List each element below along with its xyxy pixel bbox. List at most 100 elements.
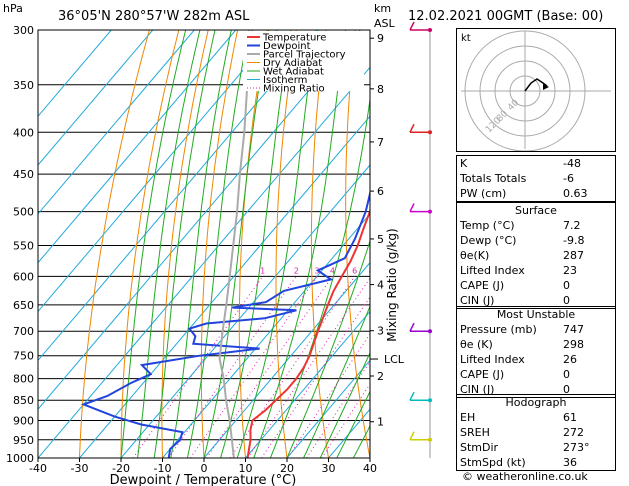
most-unstable-value: 0 [563, 368, 570, 381]
index-value: -48 [563, 157, 581, 170]
hodograph-row: StmDir 273° [457, 440, 615, 455]
surface-row: CAPE (J) 0 [457, 278, 615, 293]
lcl-label: LCL [384, 353, 405, 366]
hodograph-row: EH 61 [457, 410, 615, 425]
wet-adiabat-line [319, 351, 370, 458]
surface-value: 23 [563, 264, 577, 277]
wet-adiabat-line [203, 30, 270, 458]
surface-value: 0 [563, 279, 570, 292]
pressure-tick-label: 300 [13, 24, 34, 37]
temperature-tick-label: -10 [154, 462, 172, 475]
hodograph-table-title: Hodograph [505, 396, 567, 409]
surface-row: CIN (J) 0 [457, 293, 615, 308]
isotherm-line [38, 30, 112, 118]
hodograph-value: 61 [563, 411, 577, 424]
hodograph-ring-label: 40 [506, 98, 521, 113]
wet-adiabat-line [186, 30, 250, 458]
isotherm-line [38, 30, 195, 215]
km-tick-label: 4 [377, 279, 384, 292]
hodograph-unit: kt [461, 33, 471, 44]
hodograph-label: SREH [460, 426, 490, 439]
surface-table: Surface Temp (°C) 7.2 Dewp (°C) -9.8 θe(K) 28… [456, 202, 616, 309]
km-tick-label: 2 [377, 370, 384, 383]
wind-barb-flag [409, 123, 415, 133]
km-label: km [374, 2, 391, 15]
wind-barb-dot [428, 209, 432, 214]
isotherm-line [162, 213, 370, 458]
isotherm-line [38, 66, 370, 458]
dry-adiabat-line [620, 30, 629, 458]
index-row: PW (cm) 0.63 [457, 186, 615, 201]
surface-value: 287 [563, 249, 584, 262]
km-tick-label: 8 [377, 83, 384, 96]
most-unstable-value: 298 [563, 338, 584, 351]
mixing-ratio-label: 4 [330, 266, 335, 275]
temperature-tick-label: 0 [201, 462, 208, 475]
hodograph-value: 272 [563, 426, 584, 439]
surface-label: Lifted Index [460, 264, 525, 277]
pressure-tick-label: 600 [13, 270, 34, 283]
wet-adiabat-line [269, 96, 370, 458]
wind-barbs [409, 21, 432, 458]
wet-adiabat-line [153, 30, 216, 458]
pressure-tick-label: 700 [13, 325, 34, 338]
most-unstable-label: CAPE (J) [460, 368, 505, 381]
temperature-tick-label: 40 [363, 462, 377, 475]
km-tick-label: 1 [377, 416, 384, 429]
dry-adiabat-line [161, 30, 209, 458]
legend-label: Temperature [262, 33, 326, 44]
index-label: K [460, 157, 468, 170]
surface-title: Surface [515, 204, 557, 217]
legend-label: Parcel Trajectory [263, 50, 346, 61]
most-unstable-label: CIN (J) [460, 383, 495, 396]
pressure-tick-label: 950 [13, 434, 34, 447]
dry-adiabat-line [310, 30, 329, 458]
wind-barb-flag [409, 431, 415, 441]
legend-label: Dewpoint [263, 41, 311, 52]
isotherm-line [38, 30, 278, 313]
dry-adiabat-line [345, 30, 370, 458]
hodograph-table: Hodograph EH 61 SREH 272 StmDir 273° StmSpd (k… [456, 394, 616, 471]
pressure-tick-label: 1000 [6, 452, 34, 465]
isotherm-line [79, 115, 370, 458]
most-unstable-value: 0 [563, 383, 570, 396]
wind-barb-flag [409, 322, 415, 332]
dry-adiabat-line [238, 30, 268, 458]
wet-adiabat-line [286, 239, 370, 458]
surface-value: 7.2 [563, 219, 581, 232]
surface-row: Lifted Index 23 [457, 263, 615, 278]
wind-barb-dot [428, 329, 432, 334]
most-unstable-row: CIN (J) 0 [457, 382, 615, 397]
km-tick-label: 7 [377, 136, 384, 149]
wet-adiabat-line [170, 30, 232, 458]
temperature-line [246, 207, 370, 458]
datetime-title: 12.02.2021 00GMT (Base: 00) [408, 9, 603, 24]
hodograph-value: 36 [563, 456, 577, 469]
most-unstable-row: Lifted Index 26 [457, 352, 615, 367]
hodograph-value: 273° [563, 441, 590, 454]
most-unstable-value: 26 [563, 353, 577, 366]
surface-value: -9.8 [563, 234, 585, 247]
most-unstable-row: Pressure (mb) 747 [457, 322, 615, 337]
isotherm-line [286, 359, 370, 458]
mixing-ratio-line [321, 383, 370, 458]
temperature-tick-label: 30 [322, 462, 336, 475]
mixing-ratio-label: 1 [260, 266, 265, 275]
dry-adiabat-line [275, 30, 297, 458]
mixing-ratio-label: 25 [436, 266, 446, 275]
hodograph-arrow [543, 84, 549, 90]
pressure-tick-label: 550 [13, 239, 34, 252]
hodograph-trace [524, 78, 548, 92]
most-unstable-label: θe (K) [460, 338, 493, 351]
dewpoint-line [80, 189, 370, 458]
index-row: Totals Totals -6 [457, 171, 615, 186]
mixing-ratio-label: 15 [404, 266, 414, 275]
hodograph-row: StmSpd (kt) 36 [457, 455, 615, 470]
mixing-ratio-label: 8 [369, 266, 374, 275]
temperature-tick-label: -30 [71, 462, 89, 475]
isotherm-line [203, 261, 370, 458]
wind-barb-flag [409, 391, 415, 401]
most-unstable-label: Pressure (mb) [460, 323, 537, 336]
